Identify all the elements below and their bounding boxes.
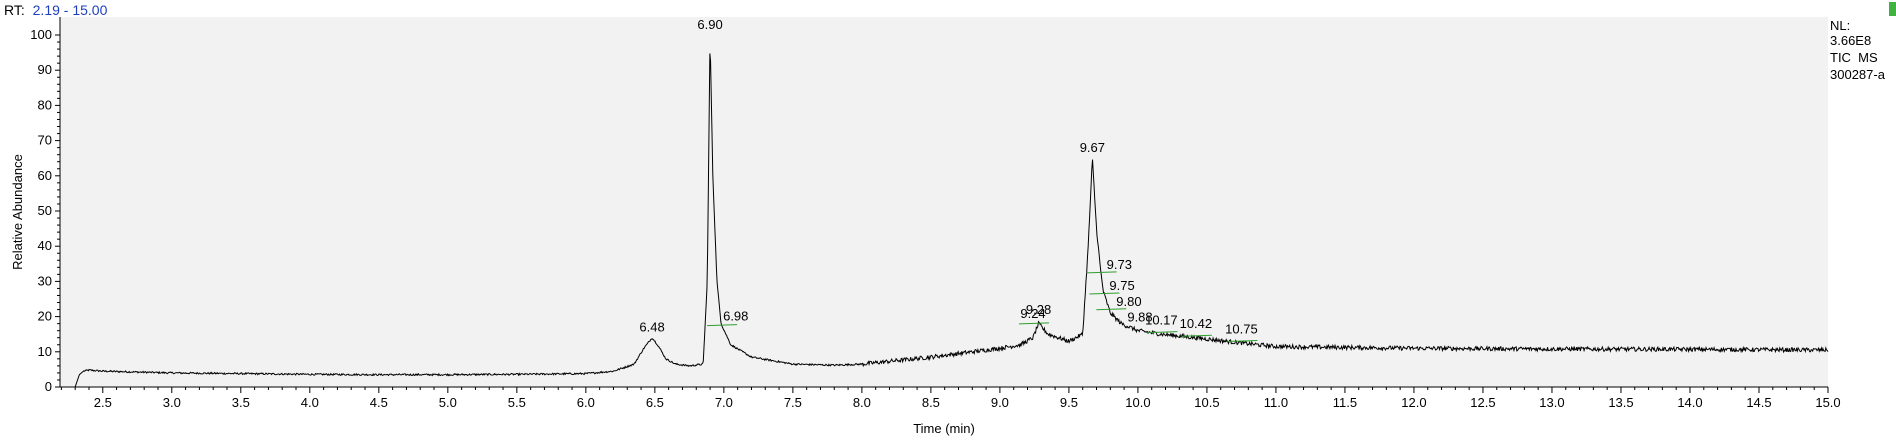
y-tick-label: 80	[38, 97, 52, 112]
x-tick-label: 11.5	[1333, 395, 1357, 410]
peak-label: 10.42	[1180, 316, 1213, 331]
rt-range-value: 2.19 - 15.00	[33, 2, 108, 18]
axis-ticks: 0 10 20 30 40 50 60 70 80 90 100 2.5 3.0 3.5 4.0 4.5 5.0…	[30, 27, 1840, 410]
chromatogram-trace	[74, 53, 1829, 388]
axes	[59, 17, 1828, 388]
peak-label: 6.90	[697, 17, 722, 32]
peak-label: 6.98	[723, 309, 748, 324]
x-tick-label: 15.0	[1815, 395, 1840, 410]
y-tick-label: 10	[38, 344, 52, 359]
y-tick-label: 100	[30, 27, 52, 42]
peak-label: 9.73	[1107, 257, 1132, 272]
x-tick-label: 14.5	[1746, 395, 1771, 410]
rt-label: RT:	[4, 2, 25, 18]
x-tick-label: 9.0	[991, 395, 1009, 410]
peak-label: 9.80	[1116, 294, 1141, 309]
x-tick-label: 9.5	[1060, 395, 1078, 410]
y-axis-title: Relative Abundance	[10, 154, 25, 270]
svg-text:RT: 2.19 - 15.00: RT: 2.19 - 15.00	[4, 2, 108, 18]
x-tick-label: 3.0	[163, 395, 181, 410]
peak-label: 9.24	[1020, 306, 1045, 321]
y-tick-label: 20	[38, 309, 52, 324]
peak-label: 9.88	[1127, 310, 1152, 325]
x-tick-label: 14.0	[1677, 395, 1702, 410]
integration-marker	[707, 324, 738, 327]
integration-marker	[1019, 322, 1050, 325]
peak-label: 10.75	[1225, 321, 1258, 336]
y-tick-label: 70	[38, 133, 52, 148]
x-tick-label: 8.5	[922, 395, 940, 410]
x-tick-label: 10.5	[1194, 395, 1219, 410]
integration-marker	[1181, 334, 1212, 337]
x-tick-label: 7.5	[784, 395, 802, 410]
integration-marker	[1089, 292, 1120, 295]
x-tick-label: 12.0	[1401, 395, 1426, 410]
peak-labels: 6.48 6.90 6.98 9.249.28 9.67 9.73 9.759.809.88…	[639, 17, 1257, 336]
x-tick-label: 11.0	[1264, 395, 1288, 410]
plot-area	[60, 17, 1828, 387]
info-nl-value: 3.66E8	[1830, 33, 1871, 48]
info-scan-type: TIC MS	[1830, 50, 1878, 65]
y-tick-label: 60	[38, 168, 52, 183]
peak-label: 9.67	[1080, 140, 1105, 155]
x-tick-label: 3.5	[232, 395, 250, 410]
x-tick-label: 13.0	[1539, 395, 1564, 410]
peak-label: 6.48	[639, 320, 664, 335]
x-tick-label: 5.0	[439, 395, 457, 410]
peak-label: 10.17	[1145, 313, 1178, 328]
x-tick-label: 7.0	[715, 395, 733, 410]
x-tick-label: 10.0	[1125, 395, 1150, 410]
x-tick-label: 8.0	[853, 395, 871, 410]
integration-markers	[707, 271, 1258, 342]
x-tick-label: 4.0	[301, 395, 319, 410]
peak-label: 9.75	[1109, 278, 1134, 293]
x-tick-label: 2.5	[94, 395, 112, 410]
integration-marker	[1096, 308, 1127, 311]
y-tick-label: 40	[38, 238, 52, 253]
y-tick-label: 0	[45, 379, 52, 394]
integration-marker	[1227, 339, 1258, 342]
info-sample-name: 300287-a	[1830, 67, 1886, 82]
info-nl-label: NL:	[1830, 18, 1850, 33]
x-tick-label: 5.5	[508, 395, 526, 410]
x-axis-title: Time (min)	[913, 421, 975, 436]
corner-marker	[1889, 2, 1896, 16]
y-tick-label: 90	[38, 62, 52, 77]
x-tick-label: 12.5	[1470, 395, 1495, 410]
x-tick-label: 6.5	[646, 395, 664, 410]
x-tick-label: 6.0	[577, 395, 595, 410]
integration-marker	[1086, 271, 1117, 274]
peak-label: 9.28	[1026, 302, 1051, 317]
integration-marker	[1147, 331, 1178, 334]
x-tick-label: 4.5	[370, 395, 388, 410]
y-tick-label: 50	[38, 203, 52, 218]
trace-group	[74, 53, 1829, 388]
x-tick-label: 13.5	[1608, 395, 1633, 410]
y-tick-label: 30	[38, 273, 52, 288]
